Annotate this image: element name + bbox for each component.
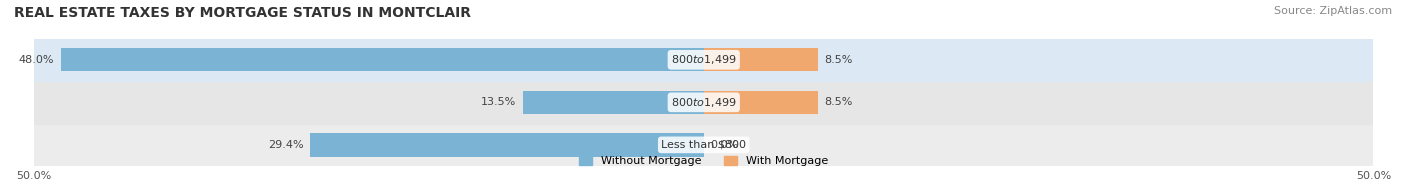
Text: 8.5%: 8.5% (824, 97, 852, 107)
Text: $800 to $1,499: $800 to $1,499 (671, 96, 737, 109)
Text: 13.5%: 13.5% (481, 97, 516, 107)
Bar (60, 48, 704, 72)
Bar (704, 91, 818, 114)
Text: $800 to $1,499: $800 to $1,499 (671, 53, 737, 66)
Legend: Without Mortgage, With Mortgage: Without Mortgage, With Mortgage (575, 152, 832, 171)
Bar (704, 48, 818, 72)
Bar (523, 91, 704, 114)
Text: 0.0%: 0.0% (710, 140, 738, 150)
Text: Less than $800: Less than $800 (661, 140, 747, 150)
Text: Source: ZipAtlas.com: Source: ZipAtlas.com (1274, 6, 1392, 16)
Bar (34, 81, 1374, 124)
Text: 48.0%: 48.0% (18, 55, 55, 65)
Bar (34, 124, 1374, 166)
Bar (311, 133, 704, 157)
Text: 8.5%: 8.5% (824, 55, 852, 65)
Bar (34, 39, 1374, 81)
Text: 29.4%: 29.4% (267, 140, 304, 150)
Text: REAL ESTATE TAXES BY MORTGAGE STATUS IN MONTCLAIR: REAL ESTATE TAXES BY MORTGAGE STATUS IN … (14, 6, 471, 20)
